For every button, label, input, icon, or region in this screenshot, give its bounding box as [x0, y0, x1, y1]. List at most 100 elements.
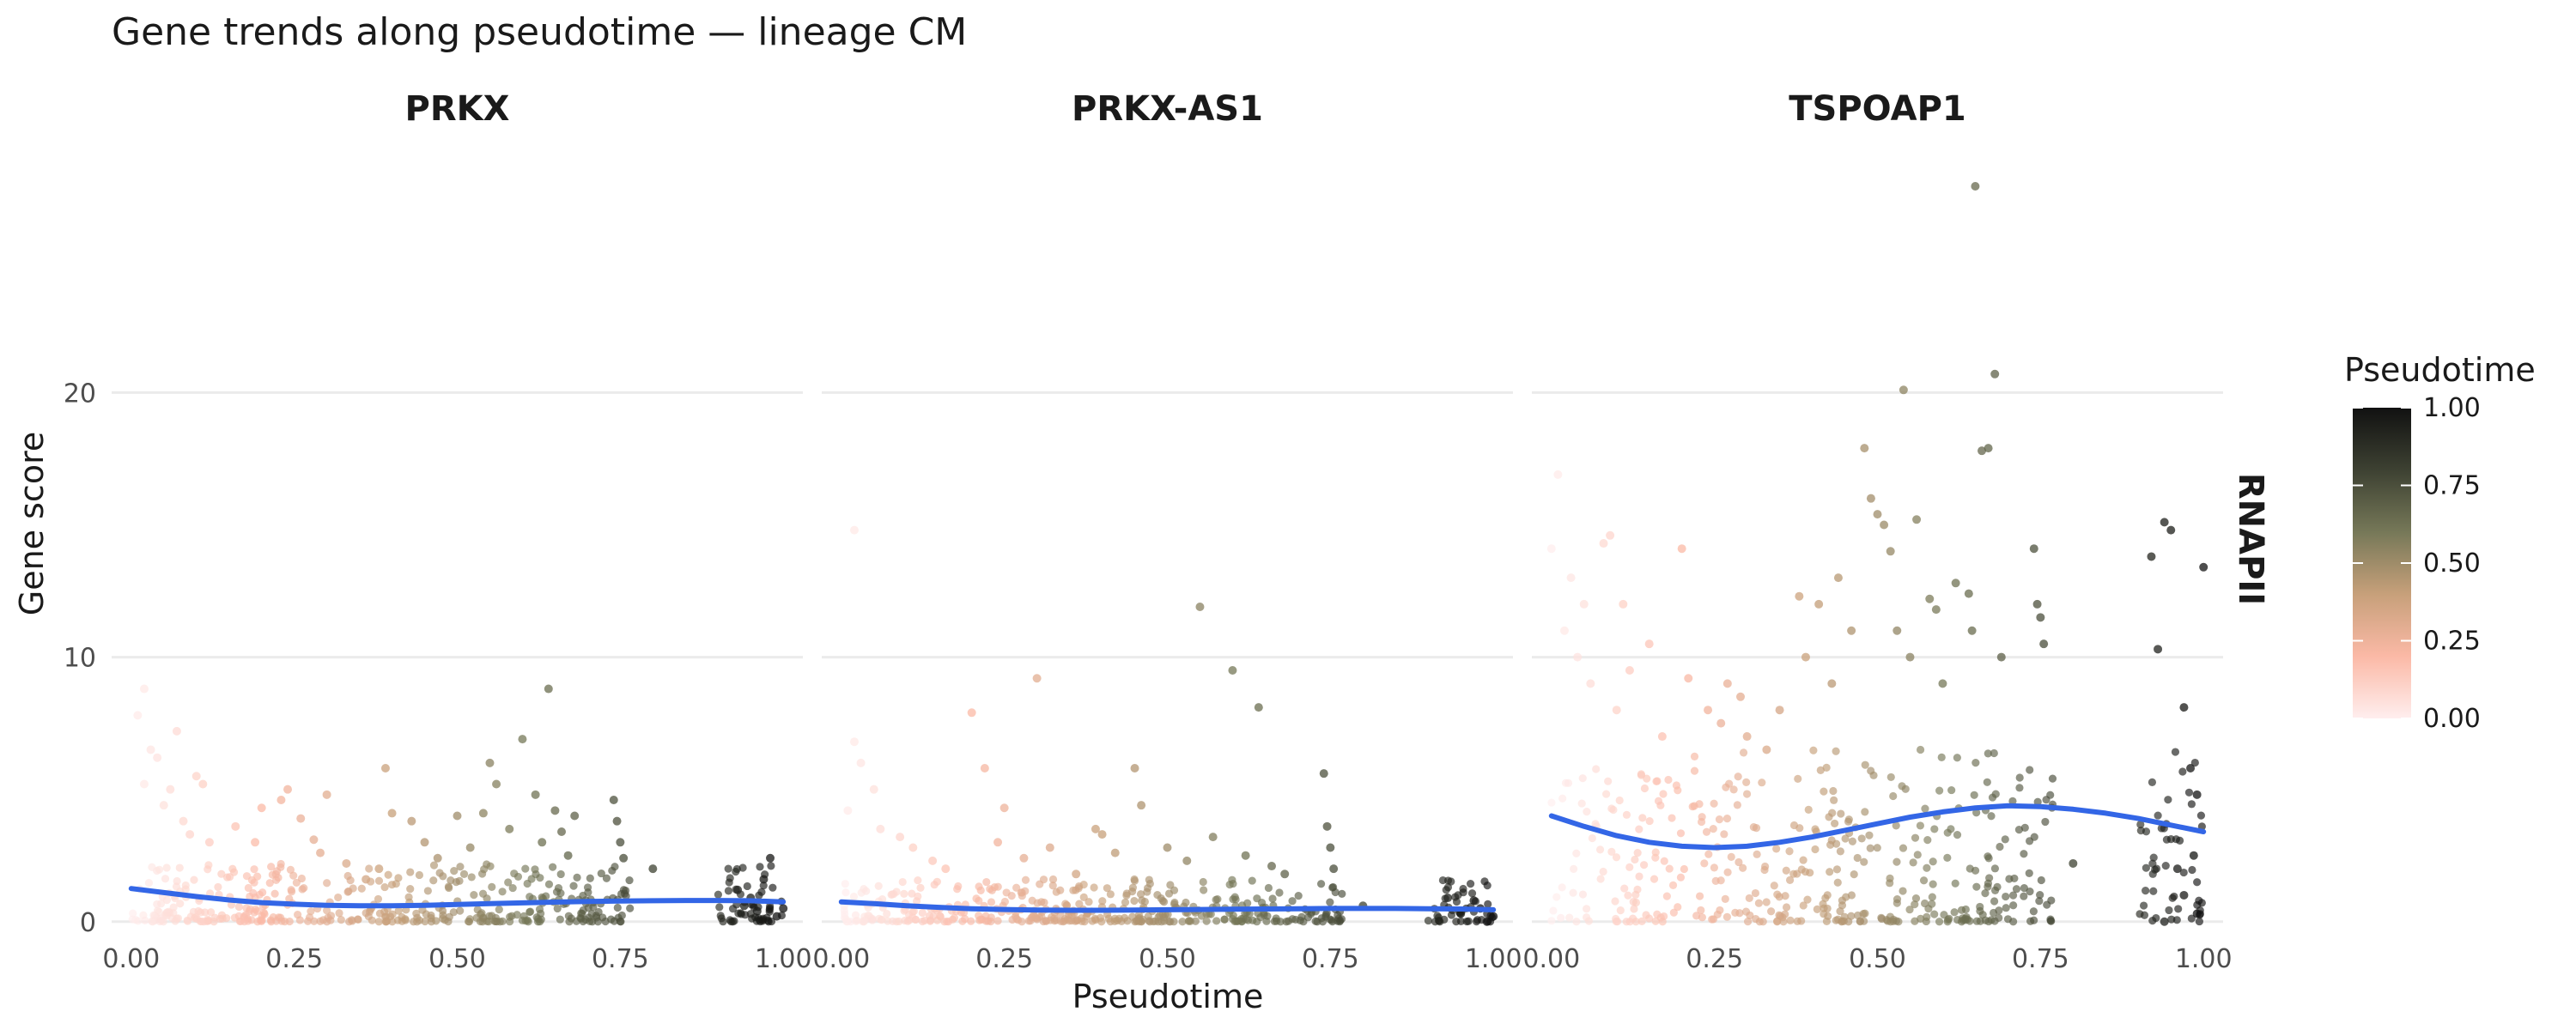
data-point	[840, 906, 848, 915]
data-point	[1253, 894, 1261, 903]
data-point	[876, 824, 885, 833]
legend-tick-label: 0.50	[2423, 548, 2481, 579]
data-point	[860, 917, 868, 925]
data-point	[842, 917, 851, 926]
data-point	[2026, 888, 2034, 896]
data-point	[1742, 778, 1751, 786]
data-point	[480, 865, 489, 874]
data-point	[1909, 858, 1917, 867]
data-point	[316, 848, 325, 857]
data-point	[257, 917, 266, 925]
data-point	[1262, 917, 1271, 925]
data-point	[1695, 892, 1704, 900]
data-point	[2166, 525, 2176, 535]
data-point	[1322, 821, 1332, 831]
data-point	[583, 883, 592, 892]
data-point	[1721, 894, 1729, 903]
data-point	[2032, 599, 2042, 609]
data-point	[2148, 778, 2157, 786]
data-point	[1709, 825, 1717, 833]
data-point	[1809, 746, 1818, 754]
data-point	[1797, 917, 1806, 925]
data-point	[523, 879, 532, 888]
data-point	[2036, 613, 2045, 622]
data-point	[573, 873, 581, 882]
data-point	[1668, 814, 1676, 822]
data-point	[438, 906, 447, 915]
data-point	[616, 838, 625, 847]
data-point	[724, 864, 732, 873]
data-point	[176, 900, 185, 908]
data-point	[326, 912, 336, 920]
data-point	[272, 917, 281, 925]
data-point	[1578, 890, 1588, 899]
data-point	[272, 876, 281, 884]
data-point	[1157, 894, 1165, 903]
x-tick-label: 0.00	[812, 944, 870, 974]
data-point	[1676, 873, 1686, 882]
data-point	[2152, 864, 2161, 873]
trend-line	[838, 899, 1497, 913]
data-point	[1967, 626, 1977, 635]
data-point	[2192, 909, 2202, 918]
data-point	[1656, 913, 1665, 922]
data-point	[1122, 891, 1131, 900]
data-point	[941, 864, 951, 874]
data-point	[2193, 878, 2202, 887]
data-point	[759, 882, 768, 890]
data-point	[1751, 888, 1760, 898]
data-point	[148, 917, 156, 925]
data-point	[887, 890, 896, 899]
data-point	[1677, 544, 1686, 554]
data-point	[1823, 891, 1832, 900]
panel-tspoap1: TSPOAP1 0.00 0.25 0.50 0.75 1.00	[1522, 89, 2232, 974]
data-point	[564, 912, 573, 920]
data-point	[1195, 603, 1205, 612]
data-point	[1836, 906, 1844, 916]
data-point	[1241, 851, 1250, 860]
data-point	[1577, 799, 1586, 808]
data-point	[579, 891, 587, 900]
data-point	[1639, 861, 1649, 869]
data-point	[191, 772, 201, 781]
data-point	[1775, 911, 1783, 919]
points	[1546, 181, 2208, 926]
data-point	[2003, 915, 2013, 924]
data-point	[930, 881, 939, 889]
data-point	[1793, 869, 1801, 878]
data-point	[1899, 887, 1907, 895]
data-point	[843, 806, 853, 815]
data-point	[498, 888, 507, 896]
data-point	[1611, 897, 1619, 906]
data-point	[1145, 876, 1153, 884]
data-point	[1635, 825, 1643, 833]
data-point	[175, 863, 184, 872]
data-point	[337, 916, 345, 924]
data-point	[1715, 815, 1724, 824]
data-point	[342, 858, 351, 868]
data-point	[2149, 887, 2158, 895]
data-point	[715, 903, 724, 912]
data-point	[1106, 890, 1115, 899]
data-point	[1951, 879, 1959, 888]
data-point	[945, 918, 953, 926]
data-point	[1144, 884, 1152, 893]
data-point	[2161, 862, 2170, 870]
data-point	[1742, 790, 1752, 798]
data-point	[1991, 790, 2000, 798]
data-point	[2172, 916, 2181, 924]
data-point	[253, 872, 262, 881]
data-point	[765, 904, 775, 912]
data-point	[423, 887, 432, 895]
data-point	[2029, 544, 2038, 554]
data-point	[2020, 892, 2028, 900]
data-point	[420, 838, 429, 847]
data-point	[1690, 802, 1698, 810]
data-point	[2160, 518, 2169, 527]
data-point	[622, 892, 630, 900]
x-tick-label: 0.25	[975, 944, 1033, 974]
data-point	[2069, 858, 2078, 868]
data-point	[1827, 679, 1837, 688]
data-point	[1220, 915, 1229, 924]
data-point	[1640, 784, 1649, 793]
